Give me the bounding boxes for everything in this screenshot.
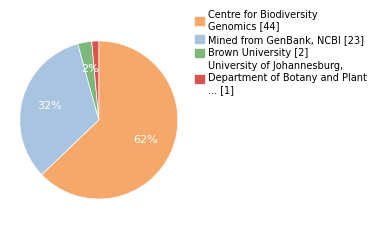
- Legend: Centre for Biodiversity
Genomics [44], Mined from GenBank, NCBI [23], Brown Univ: Centre for Biodiversity Genomics [44], M…: [195, 10, 366, 95]
- Text: 2%: 2%: [81, 65, 98, 74]
- Wedge shape: [20, 44, 99, 175]
- Wedge shape: [78, 41, 99, 120]
- Wedge shape: [92, 41, 99, 120]
- Text: 32%: 32%: [37, 101, 62, 111]
- Wedge shape: [42, 41, 178, 199]
- Text: 62%: 62%: [134, 135, 158, 145]
